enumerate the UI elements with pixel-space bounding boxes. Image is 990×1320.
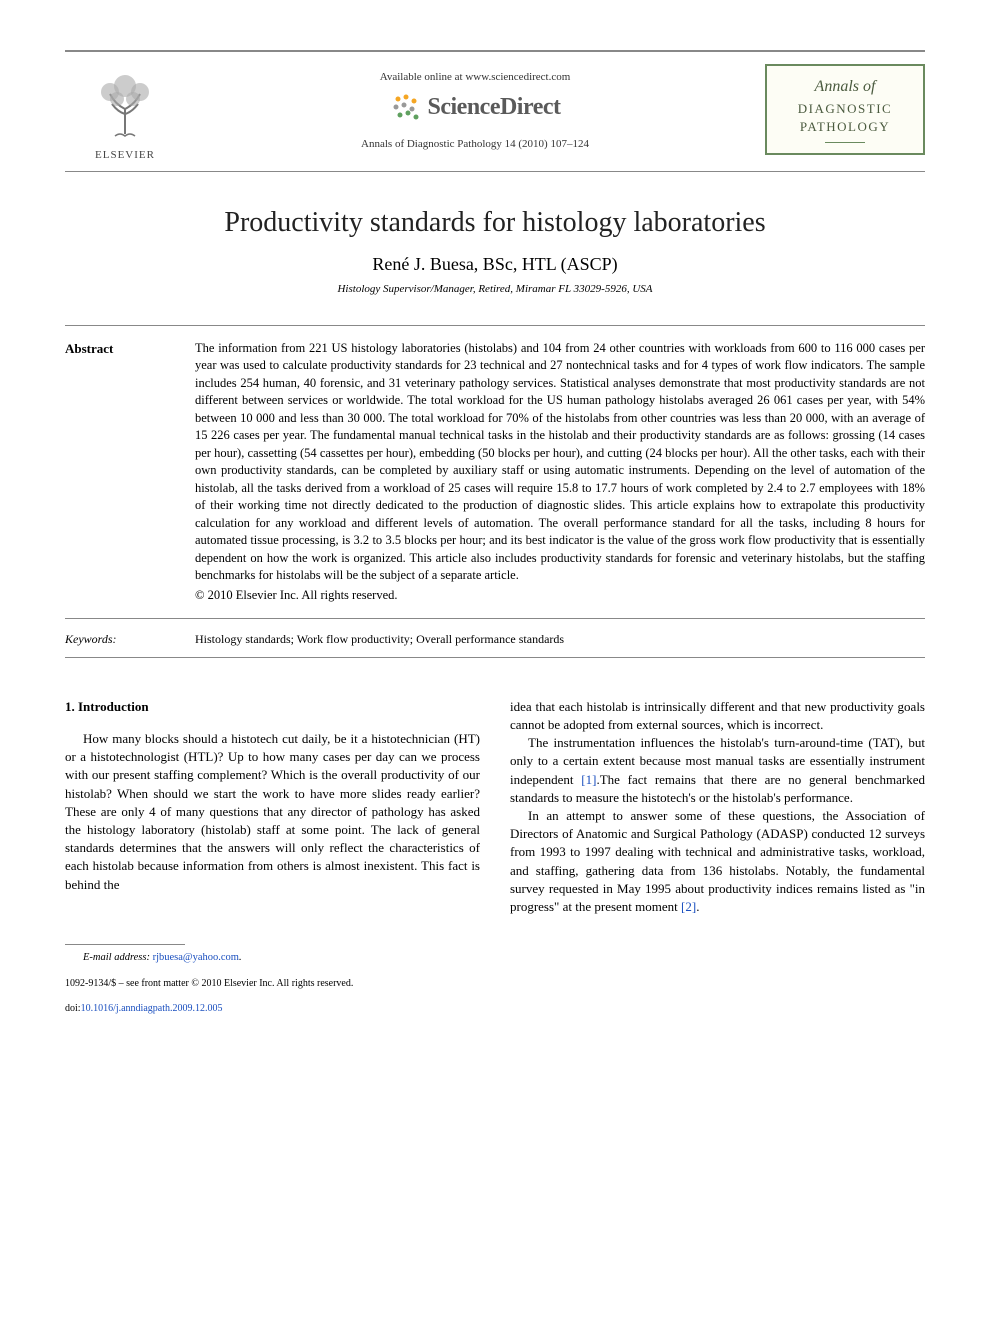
footer-issn: 1092-9134/$ – see front matter © 2010 El…	[65, 977, 480, 990]
body-text: In an attempt to answer some of these qu…	[510, 808, 925, 914]
body-paragraph: In an attempt to answer some of these qu…	[510, 807, 925, 916]
ref-link[interactable]: [1]	[581, 772, 596, 787]
abstract-copyright: © 2010 Elsevier Inc. All rights reserved…	[195, 587, 925, 604]
abstract-text: The information from 221 US histology la…	[195, 340, 925, 585]
footnote-email: E-mail address: rjbuesa@yahoo.com.	[65, 951, 480, 966]
header-row: ELSEVIER Available online at www.science…	[65, 50, 925, 172]
keywords-text: Histology standards; Work flow productiv…	[195, 631, 564, 647]
journal-title-box: Annals of DIAGNOSTIC PATHOLOGY	[765, 64, 925, 155]
abstract-label: Abstract	[65, 340, 195, 604]
available-online-text: Available online at www.sciencedirect.co…	[380, 70, 571, 85]
ref-link[interactable]: [2]	[681, 899, 696, 914]
email-link[interactable]: rjbuesa@yahoo.com	[153, 952, 239, 963]
email-label: E-mail address:	[83, 952, 150, 963]
doi-link[interactable]: 10.1016/j.anndiagpath.2009.12.005	[81, 1003, 223, 1014]
journal-reference: Annals of Diagnostic Pathology 14 (2010)…	[361, 137, 589, 152]
abstract-block: Abstract The information from 221 US his…	[65, 325, 925, 619]
journal-box-line3: PATHOLOGY	[775, 118, 915, 136]
keywords-label: Keywords:	[65, 631, 195, 647]
body-paragraph: idea that each histolab is intrinsically…	[510, 698, 925, 734]
body-text: .	[696, 899, 699, 914]
article-title: Productivity standards for histology lab…	[65, 204, 925, 242]
elsevier-label: ELSEVIER	[95, 148, 155, 163]
doi-label: doi:	[65, 1003, 81, 1014]
keywords-block: Keywords: Histology standards; Work flow…	[65, 621, 925, 658]
sciencedirect-logo: ScienceDirect	[390, 91, 561, 123]
author-name: René J. Buesa, BSc, HTL (ASCP)	[65, 252, 925, 276]
email-period: .	[239, 952, 242, 963]
author-affiliation: Histology Supervisor/Manager, Retired, M…	[65, 282, 925, 297]
abstract-content: The information from 221 US histology la…	[195, 340, 925, 604]
journal-box-divider	[825, 142, 865, 143]
footnote-rule	[65, 944, 185, 945]
sciencedirect-text: ScienceDirect	[428, 91, 561, 123]
body-paragraph: How many blocks should a histotech cut d…	[65, 730, 480, 894]
journal-box-line2: DIAGNOSTIC	[775, 100, 915, 118]
body-columns: 1. Introduction How many blocks should a…	[65, 698, 925, 1016]
body-paragraph: The instrumentation influences the histo…	[510, 734, 925, 807]
center-header: Available online at www.sciencedirect.co…	[185, 64, 765, 152]
footer-doi: doi:10.1016/j.anndiagpath.2009.12.005	[65, 1002, 480, 1015]
elsevier-tree-icon	[90, 64, 160, 144]
body-column-right: idea that each histolab is intrinsically…	[510, 698, 925, 1016]
sciencedirect-dots-icon	[390, 91, 422, 123]
elsevier-logo-block: ELSEVIER	[65, 64, 185, 163]
journal-box-line1: Annals of	[775, 76, 915, 98]
section-heading: 1. Introduction	[65, 698, 480, 716]
body-column-left: 1. Introduction How many blocks should a…	[65, 698, 480, 1016]
